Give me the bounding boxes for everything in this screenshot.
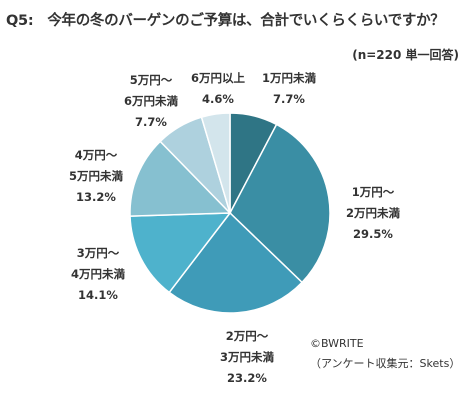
pie-slice-2 (229, 123, 331, 284)
slice-category-text: 4万円未満 (70, 267, 126, 281)
question-number: Q5: (6, 13, 34, 29)
slice-label-5: 4万円〜 5万円未満 13.2% (69, 145, 123, 208)
question-text: 今年の冬のバーゲンのご予算は、合計でいくらくらいですか？ (47, 13, 445, 29)
slice-value-label: 23.2% (227, 371, 267, 385)
pie-slice-4 (129, 212, 232, 294)
sample-size-note: (n=220 単一回答) (352, 48, 459, 62)
slice-label-6: 5万円〜 6万円未満 7.7% (124, 70, 178, 133)
slice-category-text: 5万円〜 (129, 73, 173, 87)
slice-category-text: 2万円〜 (225, 329, 269, 343)
slice-label-7: 6万円以上 4.6% (191, 68, 245, 110)
slice-value-label: 13.2% (76, 190, 116, 204)
pie-slice-3 (168, 211, 304, 314)
slice-category-text: 6万円未満 (123, 94, 179, 108)
slice-value-label: 29.5% (353, 227, 393, 241)
slice-value-label: 7.7% (273, 92, 305, 106)
slice-category-text: 6万円以上 (190, 71, 246, 85)
credit-block: ©BWRITE （アンケート収集元：Skets） (310, 334, 460, 374)
slice-category-text: 5万円未満 (68, 169, 124, 183)
slice-label-2: 1万円〜 2万円未満 29.5% (346, 182, 400, 245)
slice-label-1: 1万円未満 7.7% (262, 68, 316, 110)
slice-label-4: 3万円〜 4万円未満 14.1% (71, 243, 125, 306)
slice-category-text: 3万円〜 (76, 246, 120, 260)
slice-category-text: 1万円未満 (261, 71, 317, 85)
slice-category-text: 1万円〜 (351, 185, 395, 199)
pie-slice-7 (200, 112, 231, 214)
source-text: （アンケート収集元：Skets） (310, 357, 461, 370)
slice-value-label: 7.7% (135, 115, 167, 129)
slice-category-text: 4万円〜 (74, 148, 118, 162)
slice-category-text: 2万円未満 (345, 206, 401, 220)
slice-value-label: 4.6% (202, 92, 234, 106)
chart-title: Q5: 今年の冬のバーゲンのご予算は、合計でいくらくらいですか？ (6, 9, 445, 30)
slice-value-label: 14.1% (78, 288, 118, 302)
slice-label-3: 2万円〜 3万円未満 23.2% (220, 326, 274, 389)
pie-slice-5 (129, 140, 232, 217)
slice-category-text: 3万円未満 (219, 350, 275, 364)
copyright-text: ©BWRITE (310, 337, 364, 350)
